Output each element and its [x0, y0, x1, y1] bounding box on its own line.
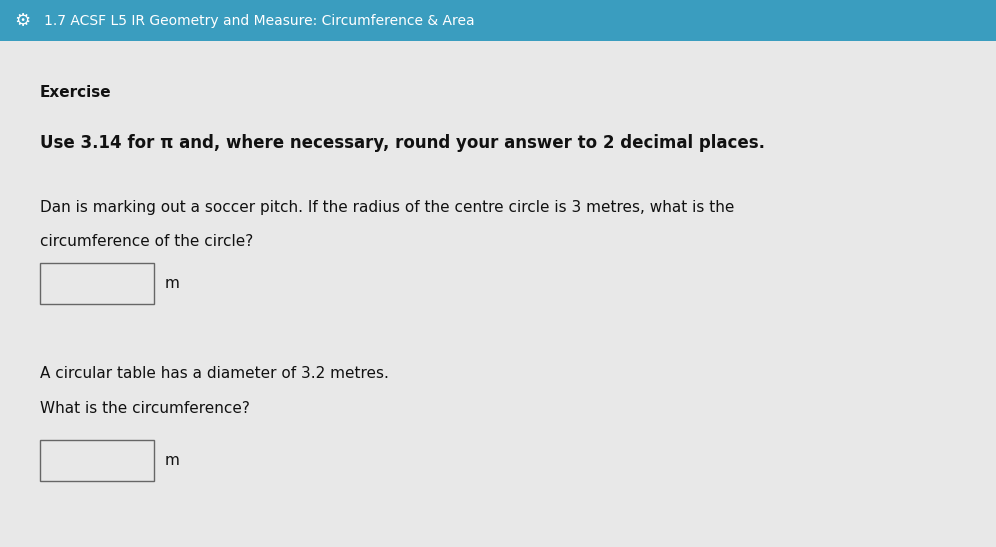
Text: A circular table has a diameter of 3.2 metres.: A circular table has a diameter of 3.2 m… [40, 366, 388, 381]
Text: circumference of the circle?: circumference of the circle? [40, 234, 253, 249]
Text: ⚙: ⚙ [14, 11, 30, 30]
Text: Exercise: Exercise [40, 85, 112, 100]
FancyBboxPatch shape [40, 263, 154, 304]
FancyBboxPatch shape [0, 0, 996, 41]
FancyBboxPatch shape [0, 41, 996, 547]
Text: m: m [164, 276, 179, 290]
Text: What is the circumference?: What is the circumference? [40, 401, 250, 416]
Text: Dan is marking out a soccer pitch. If the radius of the centre circle is 3 metre: Dan is marking out a soccer pitch. If th… [40, 200, 734, 214]
Text: 1.7 ACSF L5 IR Geometry and Measure: Circumference & Area: 1.7 ACSF L5 IR Geometry and Measure: Cir… [44, 14, 474, 27]
Text: m: m [164, 453, 179, 468]
FancyBboxPatch shape [40, 440, 154, 481]
Text: Use 3.14 for π and, where necessary, round your answer to 2 decimal places.: Use 3.14 for π and, where necessary, rou… [40, 134, 765, 152]
